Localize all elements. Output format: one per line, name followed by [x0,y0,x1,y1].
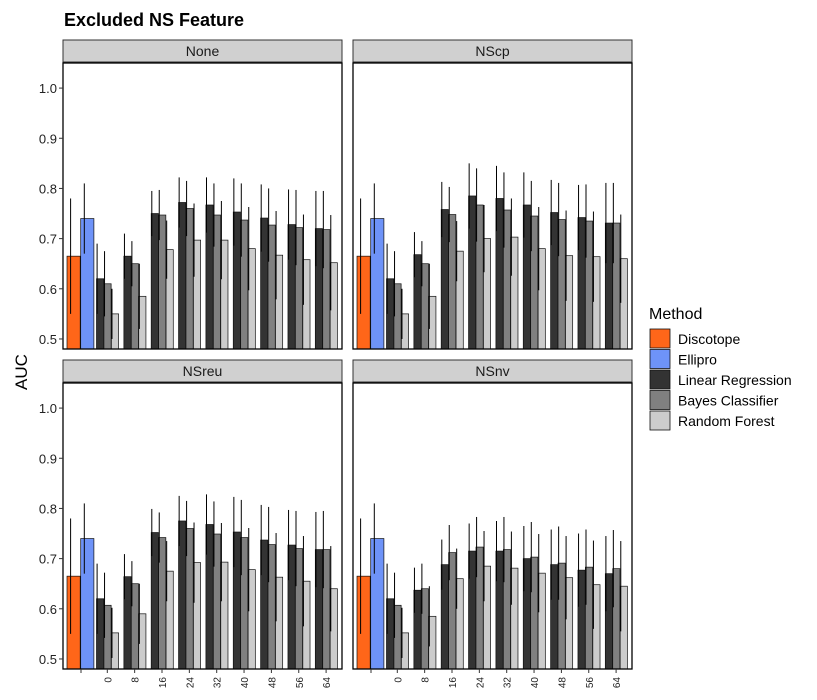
facet-strip-label: NSreu [183,363,223,379]
bar-ellipro [80,538,95,670]
x-tick-label: 48 [267,677,278,689]
x-tick-label: 0 [103,677,114,683]
bar-ellipro [370,538,385,670]
legend-label: Random Forest [678,413,775,429]
chart-title: Excluded NS Feature [64,10,244,30]
panel-border [62,62,343,350]
legend-key-linear-regression [649,369,671,390]
x-tick-label: 56 [585,677,596,689]
x-tick-label: 40 [530,677,541,689]
x-tick-label: 32 [213,677,224,689]
y-tick-label: 1.0 [39,401,57,416]
facet-panel-nsnv: NSnv 0 8 16 24 32 40 48 56 64 [352,359,633,689]
facet-strip [352,39,633,63]
x-tick-label: 64 [612,677,623,689]
y-tick-label: 0.5 [39,332,57,347]
facet-strip-label: NSnv [475,363,509,379]
facet-strip [352,359,633,383]
bar-discotope [356,255,371,350]
legend-key-ellipro [649,349,671,369]
y-tick-label: 1.0 [39,81,57,96]
x-tick-label: 40 [240,677,251,689]
legend-label: Ellipro [678,352,717,368]
facet-strip [62,39,343,63]
bar-ellipro [370,218,385,350]
facet-panel-nscp: NScp [352,39,633,350]
legend-key-bayes-classifier [649,390,671,410]
legend-key-random-forest [649,410,671,431]
x-tick-label: 32 [503,677,514,689]
panel-border [62,382,343,670]
facet-panels: None 0.5 0.6 0.7 0.8 0.9 1.0 NScp NSreu 0.5 0.6 0.7… [39,39,633,689]
bar-discotope [66,255,81,350]
bar-discotope [356,575,371,670]
y-tick-label: 0.5 [39,652,57,667]
facet-panel-nsreu: NSreu 0.5 0.6 0.7 0.8 0.9 1.0 0 8 16 24 32 40 48 56 64 [39,359,343,689]
x-tick-label: 56 [295,677,306,689]
x-tick-label: 16 [448,677,459,689]
legend: Method Discotope Ellipro Linear Regression… [649,306,792,431]
facet-strip [62,359,343,383]
y-tick-label: 0.8 [39,181,57,196]
legend-label: Linear Regression [678,372,792,388]
facet-strip-label: NScp [475,43,509,59]
x-tick-label: 16 [158,677,169,689]
panel-border [352,62,633,350]
legend-key-discotope [649,328,671,349]
x-tick-label: 48 [557,677,568,689]
y-tick-label: 0.9 [39,131,57,146]
x-tick-label: 0 [393,677,404,683]
x-tick-label: 24 [185,677,196,689]
y-tick-label: 0.6 [39,602,57,617]
panel-border [352,382,633,670]
legend-label: Discotope [678,331,740,347]
y-tick-label: 0.8 [39,501,57,516]
facet-strip-label: None [186,43,220,59]
y-tick-label: 0.7 [39,552,57,567]
bar-discotope [66,575,81,670]
y-axis-title: AUC [12,354,31,390]
legend-label: Bayes Classifier [678,393,779,409]
y-tick-label: 0.9 [39,451,57,466]
facet-panel-none: None 0.5 0.6 0.7 0.8 0.9 1.0 [39,39,343,350]
x-tick-label: 24 [475,677,486,689]
x-tick-label: 8 [421,677,432,683]
x-tick-label: 64 [322,677,333,689]
y-tick-label: 0.6 [39,282,57,297]
legend-title: Method [649,306,702,323]
bar-ellipro [80,218,95,350]
y-tick-label: 0.7 [39,232,57,247]
x-tick-label: 8 [131,677,142,683]
